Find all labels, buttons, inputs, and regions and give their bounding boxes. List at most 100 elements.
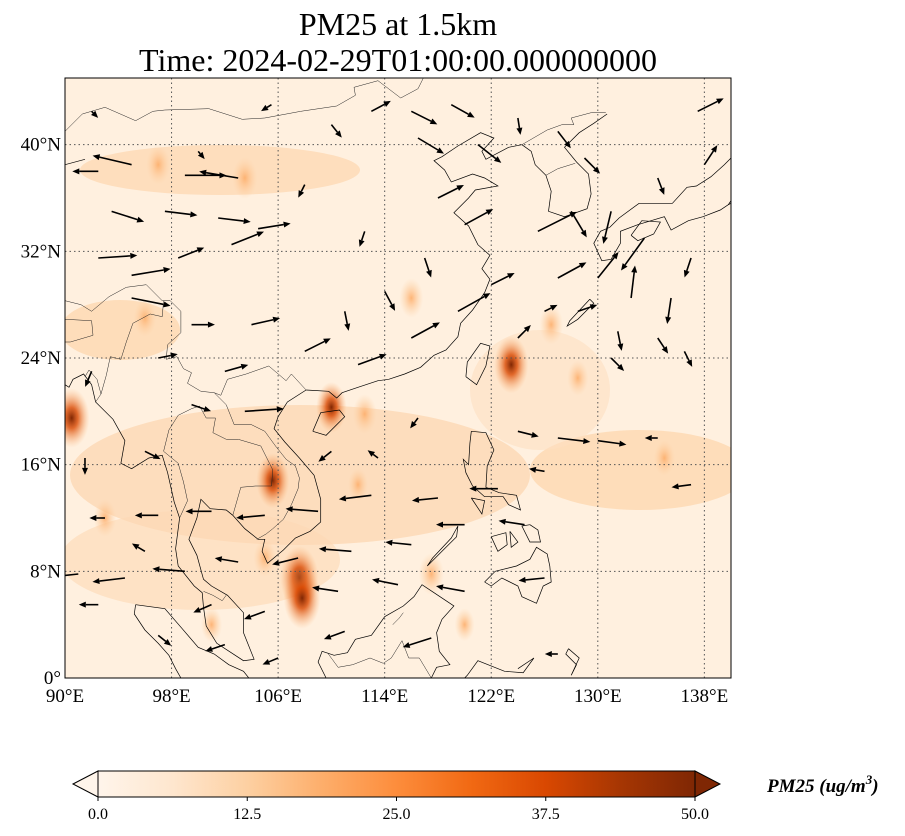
- wind-arrow: [318, 546, 352, 553]
- colorbar-tick-label: 12.5: [233, 806, 261, 823]
- wind-arrow: [683, 350, 693, 367]
- wind-arrow: [91, 110, 99, 118]
- wind-arrow: [193, 603, 212, 613]
- wind-arrow: [92, 154, 132, 166]
- wind-arrow: [134, 512, 159, 519]
- country-border: [377, 78, 424, 99]
- wind-arrow: [557, 262, 587, 279]
- coastline: [471, 497, 486, 515]
- wind-arrow: [158, 352, 178, 359]
- country-border: [65, 80, 379, 132]
- lat-tick-label: 32°N: [21, 241, 62, 262]
- pm25-hotspot: [653, 440, 676, 476]
- wind-arrow: [385, 539, 412, 546]
- wind-arrow: [644, 435, 658, 441]
- colorbar-tick-label: 0.0: [88, 806, 108, 823]
- coastline: [565, 648, 580, 676]
- wind-arrow: [358, 231, 366, 247]
- pm25-hotspot: [133, 299, 157, 337]
- wind-arrow: [185, 508, 212, 515]
- wind-arrow: [323, 630, 346, 640]
- coastline: [484, 546, 552, 604]
- pm25-hotspot: [146, 144, 171, 185]
- wind-arrow: [372, 577, 399, 586]
- wind-arrow: [214, 556, 239, 563]
- wind-arrow: [610, 357, 625, 371]
- wind-arrow: [318, 450, 332, 462]
- wind-arrow: [144, 450, 161, 460]
- pm25-hotspot: [348, 468, 369, 502]
- lon-tick-label: 106°E: [254, 686, 302, 707]
- map-panel: [65, 78, 731, 678]
- wind-arrow: [577, 304, 598, 313]
- pm25-hotspot: [539, 304, 564, 345]
- coastline: [306, 132, 522, 399]
- wind-arrow: [131, 543, 146, 553]
- wind-arrow: [65, 573, 79, 577]
- wind-arrow: [616, 331, 624, 351]
- pm25-hotspot: [352, 394, 377, 434]
- wind-arrow: [177, 247, 205, 259]
- pm25-band: [70, 405, 530, 545]
- pm25-hotspot: [418, 553, 444, 595]
- colorbar-tick-label: 50.0: [681, 806, 709, 823]
- wind-arrow: [528, 466, 545, 473]
- wind-arrow: [367, 450, 379, 459]
- latitude-tick-labels: 0° 8°N 16°N 24°N 32°N 40°N: [21, 135, 62, 689]
- wind-arrow: [383, 290, 396, 311]
- colorbar-ticks: 0.0 12.5 25.0 37.5 50.0: [88, 797, 709, 823]
- pm25-hotspot: [283, 567, 321, 629]
- wind-arrow: [516, 117, 523, 135]
- lon-tick-label: 90°E: [46, 686, 84, 707]
- wind-arrow: [423, 257, 432, 278]
- lat-tick-label: 8°N: [30, 561, 61, 582]
- colorbar-label: PM25 (ug/m3): [766, 772, 879, 797]
- gridlines: [65, 78, 731, 678]
- coastline: [462, 430, 522, 511]
- wind-arrow: [597, 439, 627, 447]
- wind-arrow: [157, 634, 172, 646]
- coastline: [609, 157, 731, 228]
- wind-arrow: [436, 584, 465, 593]
- pm25-hotspot: [200, 606, 223, 643]
- pm25-hotspot: [567, 360, 589, 396]
- wind-arrow: [411, 496, 439, 503]
- wind-arrow: [437, 185, 464, 199]
- pm25-hotspot: [256, 453, 290, 509]
- wind-arrow: [402, 637, 432, 648]
- wind-arrow: [298, 184, 306, 198]
- wind-arrow: [410, 322, 440, 339]
- wind-vectors: [65, 98, 724, 665]
- country-borders: [65, 78, 606, 678]
- wind-arrow: [490, 272, 515, 286]
- colorbar-tick-label: 25.0: [383, 806, 411, 823]
- lat-tick-label: 40°N: [21, 135, 62, 156]
- wind-arrow: [72, 168, 99, 175]
- country-border: [163, 405, 200, 519]
- colorbar-under-extension: [71, 770, 99, 798]
- wind-arrow: [602, 211, 612, 244]
- wind-arrow: [469, 485, 498, 492]
- wind-arrow: [410, 110, 438, 125]
- plot-title-line-2: Time: 2024-02-29T01:00:00.000000000: [139, 42, 657, 78]
- coastline: [133, 604, 182, 678]
- wind-arrow: [544, 304, 558, 313]
- country-border: [521, 112, 606, 145]
- pm25-band: [65, 300, 180, 360]
- lat-tick-label: 16°N: [21, 455, 62, 476]
- coastline: [312, 409, 346, 436]
- wind-arrow: [236, 514, 265, 521]
- wind-arrow: [583, 157, 601, 174]
- colorbar-over-extension: [694, 770, 722, 798]
- pm25-hotspot: [232, 157, 258, 199]
- coastline: [521, 113, 608, 218]
- wind-arrow: [111, 210, 145, 223]
- wind-arrow: [630, 265, 638, 299]
- pm25-band: [65, 510, 340, 610]
- wind-arrow: [557, 130, 571, 149]
- wind-arrow: [703, 145, 718, 166]
- wind-arrow: [410, 417, 419, 429]
- pm25-band: [530, 430, 731, 510]
- wind-arrow: [244, 610, 266, 620]
- pm25-hotspot: [494, 335, 529, 394]
